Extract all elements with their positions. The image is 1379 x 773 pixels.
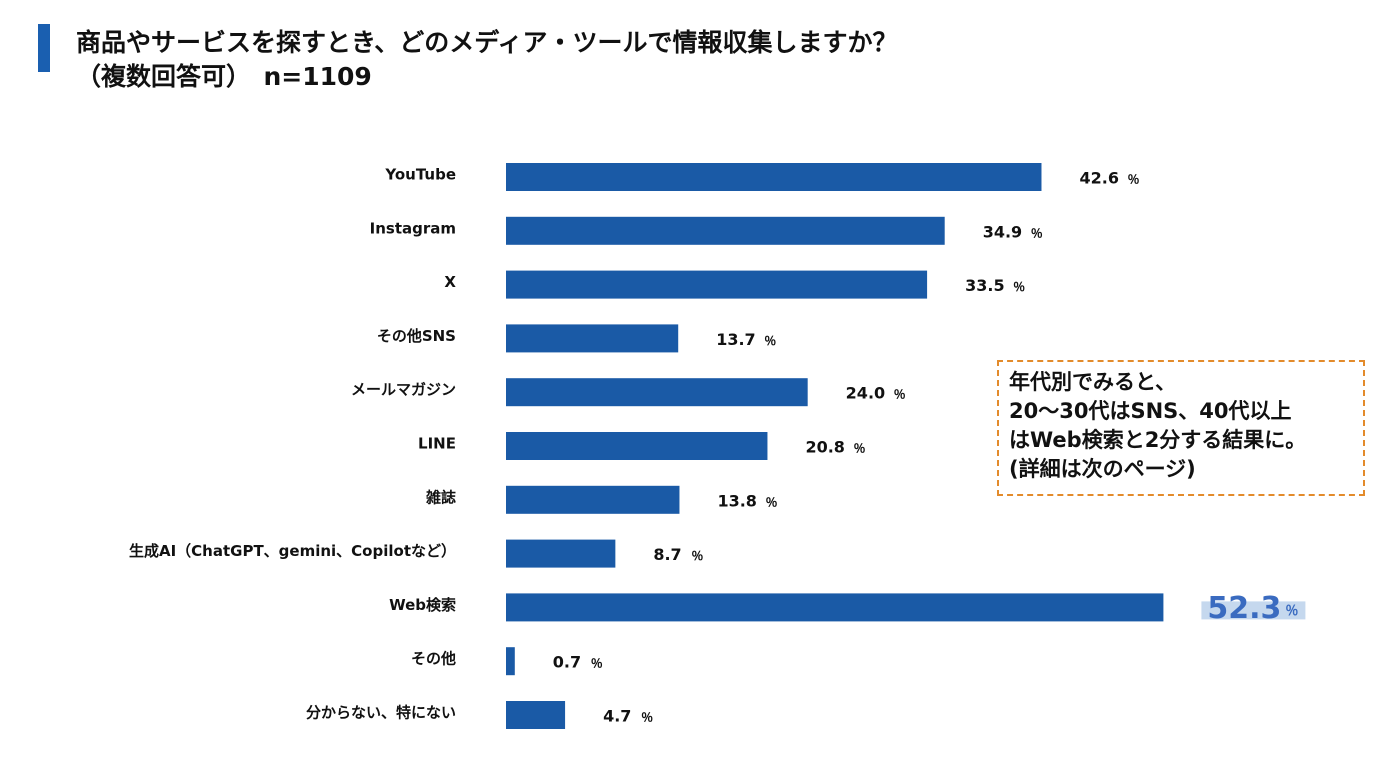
unit-label: ％ — [1127, 173, 1139, 187]
unit-label: ％ — [765, 495, 777, 509]
category-label: LINE — [418, 435, 456, 453]
note-line-4: (詳細は次のページ) — [1009, 457, 1196, 481]
category-label: X — [444, 273, 456, 291]
unit-label: ％ — [591, 657, 603, 671]
category-label: 生成AI（ChatGPT、gemini、Copilotなど） — [129, 542, 456, 560]
value-label: 33.5 — [965, 276, 1004, 295]
unit-label: ％ — [1285, 604, 1298, 619]
bar — [506, 593, 1164, 622]
value-label: 42.6 — [1079, 169, 1118, 188]
bar — [506, 539, 616, 568]
unit-label: ％ — [1013, 280, 1025, 294]
value-label: 4.7 — [603, 707, 631, 726]
unit-label: ％ — [764, 334, 776, 348]
highlight-background — [1201, 601, 1306, 620]
value-label: 24.0 — [846, 384, 885, 403]
bar — [506, 647, 515, 676]
bar — [506, 163, 1042, 191]
category-label: その他SNS — [377, 327, 456, 345]
bar — [506, 216, 945, 245]
unit-label: ％ — [894, 388, 906, 402]
category-label: YouTube — [384, 166, 456, 184]
category-label: Web検索 — [389, 596, 456, 614]
value-label: 0.7 — [553, 653, 581, 672]
unit-label: ％ — [1031, 226, 1043, 240]
value-label: 52.3 — [1207, 591, 1281, 626]
category-label: その他 — [411, 650, 456, 668]
category-label: メールマガジン — [351, 381, 456, 399]
unit-label: ％ — [641, 711, 653, 725]
title-line-2: （複数回答可） n=1109 — [76, 62, 372, 91]
bar — [506, 324, 679, 353]
title-line-1: 商品やサービスを探すとき、どのメディア・ツールで情報収集しますか？ — [76, 28, 898, 57]
category-label: 雑誌 — [425, 488, 456, 506]
bar — [506, 432, 768, 460]
unit-label: ％ — [853, 442, 865, 456]
bar — [506, 378, 808, 407]
note-line-2: 20～30代はSNS、40代以上 — [1009, 399, 1292, 423]
unit-label: ％ — [691, 549, 703, 563]
page-title: 商品やサービスを探すとき、どのメディア・ツールで情報収集しますか？ （複数回答可… — [76, 26, 898, 94]
category-label: Instagram — [370, 219, 456, 237]
note-line-3: はWeb検索と2分する結果に。 — [1009, 428, 1307, 452]
annotation-note-box: 年代別でみると、 20～30代はSNS、40代以上 はWeb検索と2分する結果に… — [997, 360, 1365, 496]
title-accent-bar — [38, 24, 50, 72]
note-line-1: 年代別でみると、 — [1009, 370, 1177, 394]
bar — [506, 485, 680, 514]
value-label: 20.8 — [805, 438, 844, 457]
bar — [506, 270, 928, 299]
value-label: 8.7 — [653, 545, 681, 564]
value-label: 13.8 — [717, 491, 756, 510]
value-label: 34.9 — [983, 222, 1022, 241]
bar — [506, 701, 566, 729]
value-label: 13.7 — [716, 330, 755, 349]
category-label: 分からない、特にない — [306, 704, 456, 722]
